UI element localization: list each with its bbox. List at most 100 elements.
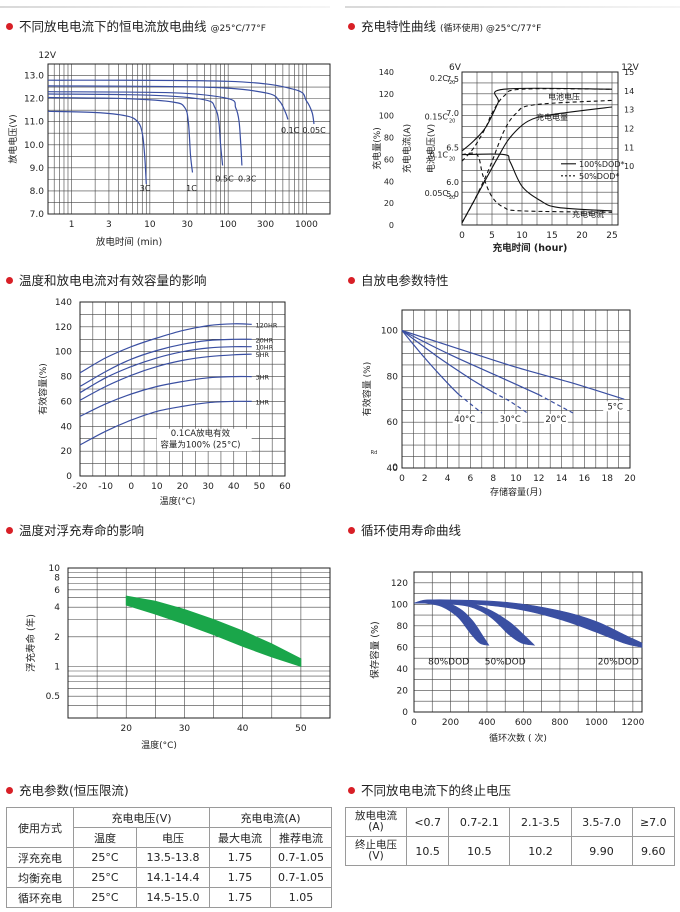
charge-chart: 0 5 10 15 20 25 充电时间 (hour) 6V 6.0 6.5 7.0 7.5 5.0 电池… xyxy=(371,63,640,254)
x-tick-label: 20 xyxy=(576,231,588,241)
row-head-voltage: 终止电压 (V) xyxy=(345,836,407,866)
header-discharge: 不同放电电流下的恒电流放电曲线 @25°C/77°F xyxy=(6,18,266,36)
axis-top-label: 12V xyxy=(621,63,639,73)
series-label: 充电电量 xyxy=(536,112,568,122)
x-tick-label: 10 xyxy=(144,220,156,230)
annotation-bg xyxy=(156,428,252,452)
capacity-tick-label: 40 xyxy=(384,177,394,186)
table-cell: 1.75 xyxy=(209,887,271,908)
table-cell: 25°C xyxy=(73,867,137,888)
y-tick-label: 2 xyxy=(54,633,60,643)
series-label: 5HR xyxy=(256,351,270,359)
series-label: 0.5C xyxy=(215,175,234,184)
life-band xyxy=(125,595,302,668)
table-cell: <0.7 xyxy=(405,807,450,837)
label-bg xyxy=(452,414,477,425)
series-label: 1C xyxy=(186,184,197,193)
header-self-discharge: 自放电参数特性 xyxy=(348,272,449,290)
volt-tick-label: 5.0 xyxy=(446,190,459,199)
series-label: 120HR xyxy=(256,321,278,329)
table-cell: 10.5 xyxy=(405,836,450,866)
curve-3C xyxy=(47,110,147,185)
series-label: 20°C xyxy=(545,415,566,425)
x-tick-label: 60 xyxy=(279,482,291,492)
curve-0.3C xyxy=(47,91,243,166)
discharge-chart: 1 3 10 30 100 300 1000 7.0 8.0 9.0 10.0 11.0 12.0 13.… xyxy=(7,51,331,248)
y-axis-label: 有效容量(%) xyxy=(37,363,49,415)
table-cell: 均衡充电 xyxy=(6,867,74,888)
series-label: 3C xyxy=(140,184,151,193)
annotation-text: 0.1CA放电有效 xyxy=(171,428,231,439)
header-bar xyxy=(0,6,330,8)
x-tick-label: 10 xyxy=(510,474,522,484)
table-cell: 1.75 xyxy=(209,867,271,888)
y-tick-label: 4 xyxy=(54,603,60,613)
bullet-icon xyxy=(348,277,355,284)
y-tick-label: 80 xyxy=(387,372,399,382)
table-cell: 1.05 xyxy=(270,887,332,908)
self-discharge-chart: 0 2 4 6 8 10 12 14 16 18 20 40 60 80 100 0 Rd 有效容量 (%) 存储容… xyxy=(361,309,636,498)
float-life-chart: 20 30 40 50 0.5 1 2 4 6 810 浮充寿命 (年) 温度(°C) xyxy=(25,564,331,751)
y-tick-label: 0 xyxy=(392,463,398,473)
header-charge: 充电特性曲线 (循环使用) @25°C/77°F xyxy=(348,18,541,36)
table-cell: 13.5-13.8 xyxy=(136,847,210,868)
y-tick-label: 12.0 xyxy=(24,95,44,105)
axis-top-label: 6V xyxy=(449,63,462,73)
capacity-tick-label: 0 xyxy=(389,221,394,230)
table-cell: 0.7-1.05 xyxy=(270,867,332,888)
capacity-tick-label: 120 xyxy=(379,90,394,99)
curve-solid xyxy=(461,153,613,212)
bullet-icon xyxy=(348,527,355,534)
y-tick-label: 13.0 xyxy=(24,72,44,82)
table-cell: 9.90 xyxy=(570,836,633,866)
cutoff-voltage-table: 放电电流 (A) <0.7 0.7-2.1 2.1-3.5 3.5-7.0 ≥7.… xyxy=(345,807,676,866)
x-tick-label: 20 xyxy=(177,482,189,492)
x-tick-label: 40 xyxy=(228,482,240,492)
label-bg xyxy=(603,401,628,412)
table-cell: 14.5-15.0 xyxy=(136,887,210,908)
series-label: 0.1C xyxy=(281,126,300,135)
volt12-tick-label: 13 xyxy=(624,106,634,115)
series-label: 40°C xyxy=(454,415,475,425)
x-tick-label: 10 xyxy=(151,482,163,492)
annotation-text: 容量为100% (25°C) xyxy=(160,439,240,450)
series-label: 3HR xyxy=(256,374,270,382)
curve-30°C xyxy=(401,330,494,393)
plot-frame xyxy=(79,301,286,477)
y-tick-label: 60 xyxy=(61,397,73,407)
row-head-current: 放电电流 (A) xyxy=(345,807,407,837)
x-tick-label: 0 xyxy=(128,482,134,492)
series-label: 充电电流 xyxy=(572,209,604,219)
bullet-icon xyxy=(348,23,355,30)
y-tick-label: 8 xyxy=(54,574,60,584)
table-cell: 25°C xyxy=(73,847,137,868)
curve-40°C xyxy=(401,330,460,396)
y-tick-label: 40 xyxy=(61,422,73,432)
x-tick-label: 800 xyxy=(551,718,568,728)
series-label: 20HR xyxy=(256,336,274,344)
capacity-tick-label: 80 xyxy=(384,134,394,143)
current-tick-label: 0.15C xyxy=(425,112,449,121)
y-tick-label: 0 xyxy=(402,708,408,718)
current-tick-sub: 20 xyxy=(449,118,455,124)
x-tick-label: 0 xyxy=(399,474,405,484)
curve-1C xyxy=(47,96,194,173)
x-tick-label: 3 xyxy=(106,220,112,230)
curve-0.1C xyxy=(47,85,289,120)
y-tick-label: 80 xyxy=(397,622,409,632)
x-tick-label: 15 xyxy=(546,231,557,241)
group-current-header: 充电电流(A) xyxy=(209,807,332,828)
volt12-tick-label: 15 xyxy=(624,68,634,77)
x-axis-label: 温度(°C) xyxy=(160,495,196,507)
y-axis-label: 充电量(%) xyxy=(371,127,383,170)
table-cell: 浮充充电 xyxy=(6,847,74,868)
x-axis-label: 放电时间 (min) xyxy=(96,236,162,248)
series-label: 0.3C xyxy=(238,175,257,184)
bullet-icon xyxy=(348,787,355,794)
y-tick-label: 9.0 xyxy=(30,164,45,174)
x-tick-label: 14 xyxy=(556,474,568,484)
y-axis-label: 浮充寿命 (年) xyxy=(25,614,37,672)
bullet-icon xyxy=(6,787,13,794)
table-cell: 14.1-14.4 xyxy=(136,867,210,888)
x-tick-label: 50 xyxy=(254,482,266,492)
